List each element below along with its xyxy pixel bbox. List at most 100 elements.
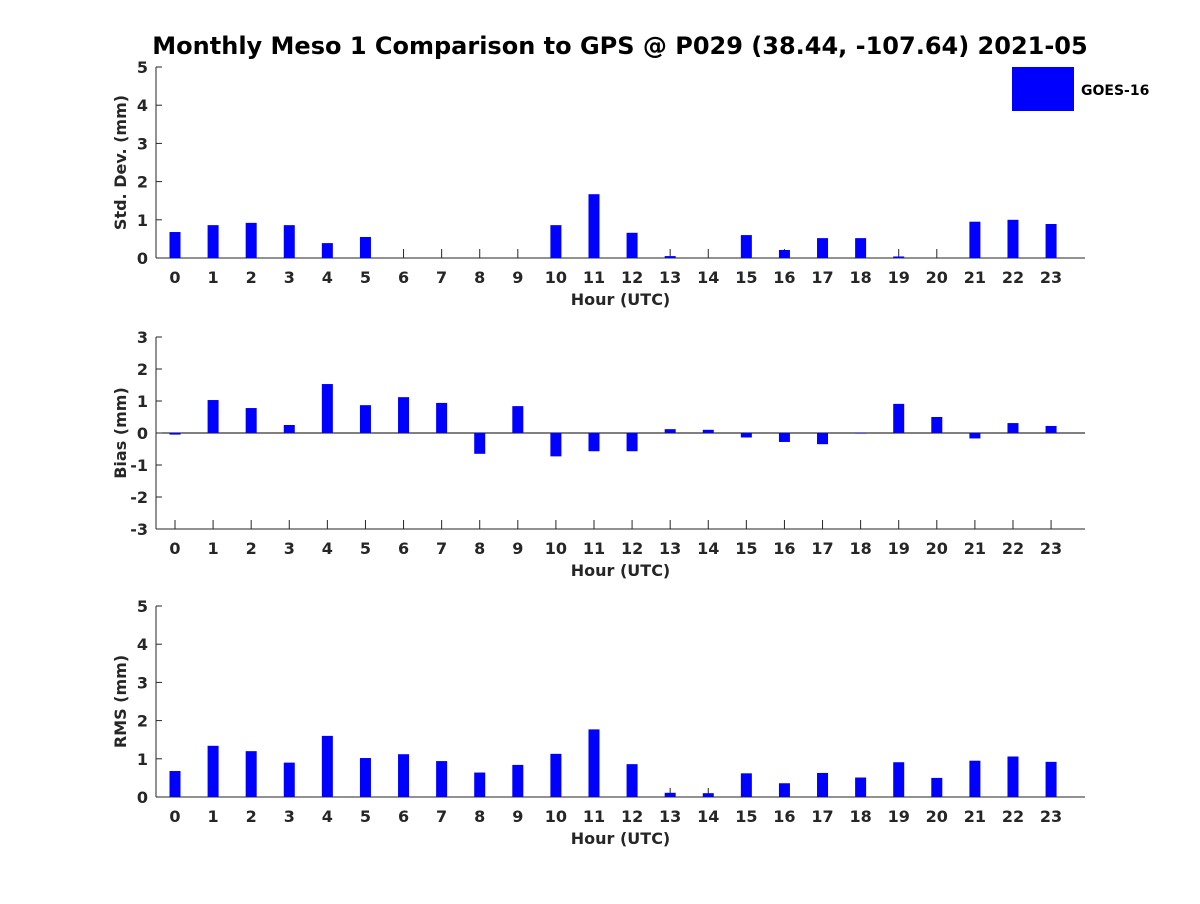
rms-bar <box>893 762 905 797</box>
bias-x-tick-label: 16 <box>773 539 795 558</box>
bias-y-tick-label: -1 <box>130 456 148 475</box>
bias-bar <box>436 402 448 433</box>
rms-x-tick-label: 22 <box>1002 807 1024 826</box>
bias-bar <box>1045 425 1057 433</box>
legend-swatch <box>1012 67 1074 111</box>
legend-label: GOES-16 <box>1081 83 1149 99</box>
bias-y-tick-label: 0 <box>137 424 148 443</box>
rms-x-tick-label: 2 <box>246 807 257 826</box>
rms-bar <box>321 735 333 797</box>
bias-x-tick-label: 14 <box>697 539 719 558</box>
rms-bar <box>588 729 600 797</box>
rms-bar <box>855 777 867 797</box>
std-dev-bar <box>626 232 638 258</box>
bias-x-tick-label: 13 <box>659 539 681 558</box>
std-dev-x-tick-label: 17 <box>811 268 833 287</box>
rms-x-tick-label: 10 <box>545 807 567 826</box>
std-dev-bar <box>855 238 867 258</box>
std-dev-y-tick-label: 0 <box>137 249 148 268</box>
std-dev-bar <box>740 235 752 258</box>
rms-x-tick-label: 17 <box>811 807 833 826</box>
bias-x-tick-label: 19 <box>888 539 910 558</box>
rms-y-tick-label: 2 <box>137 712 148 731</box>
bias-x-tick-label: 15 <box>735 539 757 558</box>
bias-x-tick-label: 23 <box>1040 539 1062 558</box>
std-dev-bar <box>778 249 790 258</box>
rms-bar <box>436 761 448 797</box>
bias-x-axis-label: Hour (UTC) <box>571 561 671 580</box>
rms-bar <box>474 772 486 797</box>
bias-x-tick-label: 3 <box>284 539 295 558</box>
bias-bar <box>893 403 905 433</box>
rms-y-tick-label: 1 <box>137 750 148 769</box>
std-dev-bar <box>550 225 562 258</box>
std-dev-bar <box>283 225 295 258</box>
std-dev-bar <box>1007 219 1019 258</box>
std-dev-x-tick-label: 3 <box>284 268 295 287</box>
std-dev-x-tick-label: 5 <box>360 268 371 287</box>
bias-x-tick-label: 1 <box>208 539 219 558</box>
rms-x-tick-label: 14 <box>697 807 719 826</box>
bias-bar <box>169 433 181 435</box>
bias-x-tick-label: 5 <box>360 539 371 558</box>
bias-bar <box>817 433 829 445</box>
std-dev-x-tick-label: 7 <box>436 268 447 287</box>
std-dev-x-tick-label: 13 <box>659 268 681 287</box>
std-dev-bar <box>245 222 257 258</box>
bias-bar <box>245 408 257 433</box>
bias-x-tick-label: 10 <box>545 539 567 558</box>
std-dev-x-tick-label: 10 <box>545 268 567 287</box>
rms-bar <box>626 764 638 797</box>
std-dev-x-tick-label: 8 <box>474 268 485 287</box>
std-dev-y-tick-label: 3 <box>137 134 148 153</box>
rms-x-tick-label: 4 <box>322 807 333 826</box>
chart-title: Monthly Meso 1 Comparison to GPS @ P029 … <box>152 32 1087 60</box>
rms-bar <box>398 754 410 797</box>
rms-bar <box>283 762 295 797</box>
bias-x-tick-label: 4 <box>322 539 333 558</box>
rms-bar <box>207 745 219 797</box>
std-dev-x-tick-label: 11 <box>583 268 605 287</box>
std-dev-x-tick-label: 0 <box>169 268 180 287</box>
std-dev-bar <box>588 194 600 258</box>
std-dev-x-tick-label: 2 <box>246 268 257 287</box>
bias-x-tick-label: 9 <box>512 539 523 558</box>
bias-bar <box>1007 423 1019 433</box>
bias-x-tick-label: 6 <box>398 539 409 558</box>
std-dev-x-tick-label: 23 <box>1040 268 1062 287</box>
std-dev-bar <box>1045 224 1057 258</box>
bias-bar <box>664 429 676 433</box>
rms-x-tick-label: 13 <box>659 807 681 826</box>
bias-y-tick-label: -2 <box>130 488 148 507</box>
bias-bar <box>778 433 790 442</box>
std-dev-x-tick-label: 16 <box>773 268 795 287</box>
bias-bar <box>626 433 638 452</box>
bias-bar <box>283 425 295 433</box>
bias-x-tick-label: 17 <box>811 539 833 558</box>
rms-bar <box>969 760 981 797</box>
std-dev-y-tick-label: 5 <box>137 58 148 77</box>
rms-y-axis-label: RMS (mm) <box>111 655 130 748</box>
bias-x-tick-label: 18 <box>849 539 871 558</box>
rms-bar <box>817 772 829 797</box>
rms-x-tick-label: 11 <box>583 807 605 826</box>
std-dev-bar <box>817 238 829 258</box>
rms-y-tick-label: 5 <box>137 597 148 616</box>
rms-x-tick-label: 8 <box>474 807 485 826</box>
rms-bar <box>512 764 524 797</box>
std-dev-y-tick-label: 1 <box>137 211 148 230</box>
rms-bar <box>778 783 790 797</box>
std-dev-x-tick-label: 14 <box>697 268 719 287</box>
bias-x-tick-label: 2 <box>246 539 257 558</box>
bias-bar <box>512 406 524 433</box>
std-dev-x-tick-label: 6 <box>398 268 409 287</box>
legend: GOES-16 <box>1012 67 1149 111</box>
rms-x-tick-label: 0 <box>169 807 180 826</box>
rms-x-axis-label: Hour (UTC) <box>571 829 671 848</box>
rms-bar <box>245 751 257 797</box>
std-dev-x-tick-label: 12 <box>621 268 643 287</box>
rms-x-tick-label: 20 <box>926 807 948 826</box>
rms-x-tick-label: 18 <box>849 807 871 826</box>
